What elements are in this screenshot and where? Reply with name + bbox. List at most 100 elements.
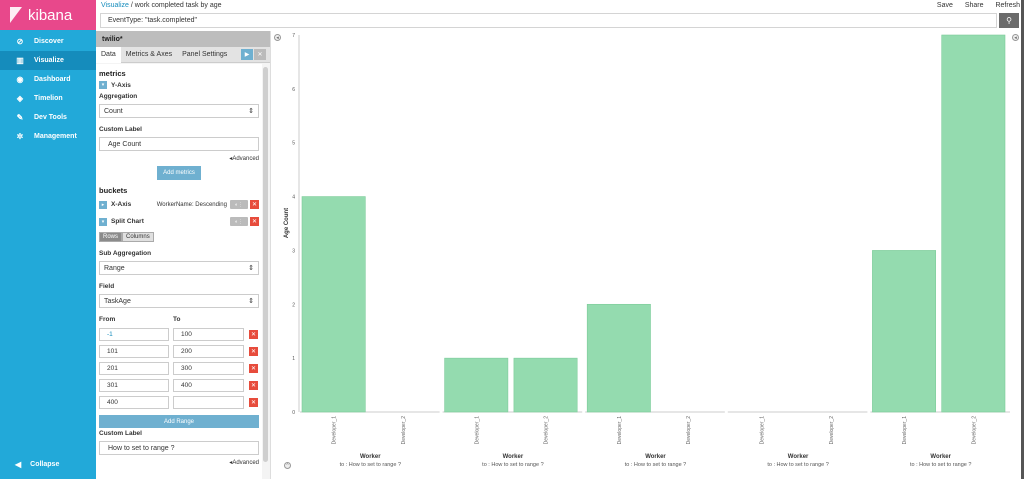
x-tick-label: Developer_1 xyxy=(332,416,338,445)
range-row: 201 300 ✕ xyxy=(99,361,259,375)
toggle-disable-icon[interactable]: ◐⋮ xyxy=(230,200,248,209)
rows-columns-toggle: Rows Columns xyxy=(99,232,259,242)
sidebar-item-label: Dev Tools xyxy=(34,114,67,121)
remove-xaxis-button[interactable]: ✕ xyxy=(250,200,259,209)
tab-data[interactable]: Data xyxy=(96,46,121,63)
remove-range-button[interactable]: ✕ xyxy=(249,363,258,373)
add-range-button[interactable]: Add Range xyxy=(99,415,259,428)
split-chart-bucket-row: ▾ Split Chart ◐⋮ ✕ xyxy=(99,215,259,228)
range-to-input[interactable] xyxy=(173,395,244,409)
y-tick-label: 1 xyxy=(292,356,295,362)
spy-panel-icon[interactable]: ⌃ xyxy=(284,462,291,469)
y-tick-label: 0 xyxy=(292,410,295,416)
range-from-input[interactable]: 301 xyxy=(99,378,169,392)
chart-bar xyxy=(586,303,651,413)
search-button[interactable]: ⚲ xyxy=(999,12,1019,28)
discard-changes-button[interactable]: ✕ xyxy=(254,49,266,60)
range-from-input[interactable]: -1 xyxy=(99,327,169,341)
breadcrumb-visualize-link[interactable]: Visualize xyxy=(101,1,129,9)
gear-icon: ✲ xyxy=(16,132,24,141)
split-chart-label: Split Chart xyxy=(111,218,144,225)
advanced-label: Advanced xyxy=(232,460,259,466)
metric-custom-label-input[interactable]: Age Count xyxy=(99,137,259,151)
sidebar-item-timelion[interactable]: ◈ Timelion xyxy=(0,89,96,108)
collapse-button[interactable]: ◀ Collapse xyxy=(15,460,59,469)
play-icon: ▶ xyxy=(244,52,250,58)
sub-aggregation-select[interactable]: Range ⇕ xyxy=(99,261,259,275)
y-tick-label: 7 xyxy=(292,33,295,39)
editor-body: metrics ▾ Y-Axis Aggregation Count ⇕ Cus… xyxy=(96,64,262,479)
range-from-input[interactable]: 400 xyxy=(99,395,169,409)
y-tick-label: 3 xyxy=(292,248,295,254)
yaxis-toggle[interactable]: ▾ xyxy=(99,81,107,89)
xaxis-description: WorkerName: Descending xyxy=(156,201,227,208)
remove-range-button[interactable]: ✕ xyxy=(249,346,258,356)
split-chart-label: to : How to set to range ? xyxy=(767,462,828,468)
split-chart-label: to : How to set to range ? xyxy=(910,462,971,468)
range-from-input[interactable]: 101 xyxy=(99,344,169,358)
sub-aggregation-value: Range xyxy=(104,264,125,272)
range-from-value: -1 xyxy=(107,330,113,338)
xaxis-toggle[interactable]: ▸ xyxy=(99,200,107,209)
field-select[interactable]: TaskAge ⇕ xyxy=(99,294,259,308)
search-input[interactable]: EventType: "task.completed" xyxy=(100,12,997,28)
columns-button[interactable]: Columns xyxy=(122,232,154,242)
x-axis-title: Worker xyxy=(645,454,666,460)
x-axis-title: Worker xyxy=(360,454,381,460)
aggregation-select[interactable]: Count ⇕ xyxy=(99,104,259,118)
chevron-right-icon: ▸ xyxy=(101,201,105,208)
chart-bar xyxy=(444,357,509,413)
sidebar-item-dev-tools[interactable]: ✎ Dev Tools xyxy=(0,108,96,127)
buckets-heading: buckets xyxy=(99,186,128,195)
range-from-input[interactable]: 201 xyxy=(99,361,169,375)
advanced-toggle[interactable]: ◂Advanced xyxy=(229,156,259,162)
x-tick-label: Developer_2 xyxy=(829,416,835,445)
chart-area: 0 1 2 3 4 5 6 7 Age Count Developer_1 Developer_2 W… xyxy=(272,31,1021,479)
remove-split-chart-button[interactable]: ✕ xyxy=(250,217,259,226)
background-window-strip xyxy=(1021,0,1024,479)
compass-icon: ⊘ xyxy=(16,37,24,46)
y-axis-title: Age Count xyxy=(284,208,290,238)
remove-range-button[interactable]: ✕ xyxy=(249,329,258,339)
tab-metrics-axes[interactable]: Metrics & Axes xyxy=(125,51,173,58)
range-to-input[interactable]: 100 xyxy=(173,327,244,341)
sidebar-item-dashboard[interactable]: ◉ Dashboard xyxy=(0,70,96,89)
chart-bar xyxy=(513,357,578,413)
sidebar-item-management[interactable]: ✲ Management xyxy=(0,127,96,146)
share-button[interactable]: Share xyxy=(964,1,984,9)
range-to-input[interactable]: 300 xyxy=(173,361,244,375)
add-metrics-button[interactable]: Add metrics xyxy=(157,166,201,180)
chevron-down-icon: ▾ xyxy=(101,82,105,88)
rows-button[interactable]: Rows xyxy=(99,232,123,242)
expand-legend-icon[interactable]: ◂ xyxy=(1012,34,1019,41)
remove-range-button[interactable]: ✕ xyxy=(249,380,258,390)
dashboard-icon: ◉ xyxy=(16,75,24,84)
sidebar-item-discover[interactable]: ⊘ Discover xyxy=(0,32,96,51)
sidebar-nav: kibana ⊘ Discover ▥ Visualize ◉ Dashboar… xyxy=(0,0,96,479)
range-to-value: 300 xyxy=(181,364,192,372)
sidebar-item-visualize[interactable]: ▥ Visualize xyxy=(0,51,96,70)
chart-bar xyxy=(941,34,1006,413)
metric-custom-label-value: Age Count xyxy=(108,140,142,148)
timelion-icon: ◈ xyxy=(16,94,24,103)
tab-panel-settings[interactable]: Panel Settings xyxy=(182,51,228,58)
y-tick-label: 5 xyxy=(292,141,295,147)
save-button[interactable]: Save xyxy=(936,1,953,9)
refresh-button[interactable]: Refresh xyxy=(995,1,1020,9)
split-chart-toggle[interactable]: ▾ xyxy=(99,217,107,226)
range-to-input[interactable]: 400 xyxy=(173,378,244,392)
collapse-editor-icon[interactable]: ◂ xyxy=(274,34,281,41)
remove-range-button[interactable]: ✕ xyxy=(249,397,258,407)
kibana-logo[interactable]: kibana xyxy=(0,0,96,30)
apply-changes-button[interactable]: ▶ xyxy=(241,49,253,60)
range-to-input[interactable]: 200 xyxy=(173,344,244,358)
range-header: From To xyxy=(99,316,259,323)
x-tick-label: Developer_1 xyxy=(474,416,480,445)
advanced-toggle[interactable]: ◂Advanced xyxy=(229,460,259,466)
from-label: From xyxy=(99,316,116,323)
editor-scrollbar[interactable] xyxy=(263,67,268,462)
toggle-disable-icon[interactable]: ◐⋮ xyxy=(230,217,248,226)
aggregation-value: Count xyxy=(104,107,123,115)
bucket-custom-label-input[interactable]: How to set to range ? xyxy=(99,441,259,455)
xaxis-label: X-Axis xyxy=(111,201,132,208)
